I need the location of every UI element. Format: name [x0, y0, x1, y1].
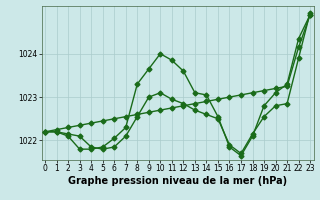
X-axis label: Graphe pression niveau de la mer (hPa): Graphe pression niveau de la mer (hPa) [68, 176, 287, 186]
